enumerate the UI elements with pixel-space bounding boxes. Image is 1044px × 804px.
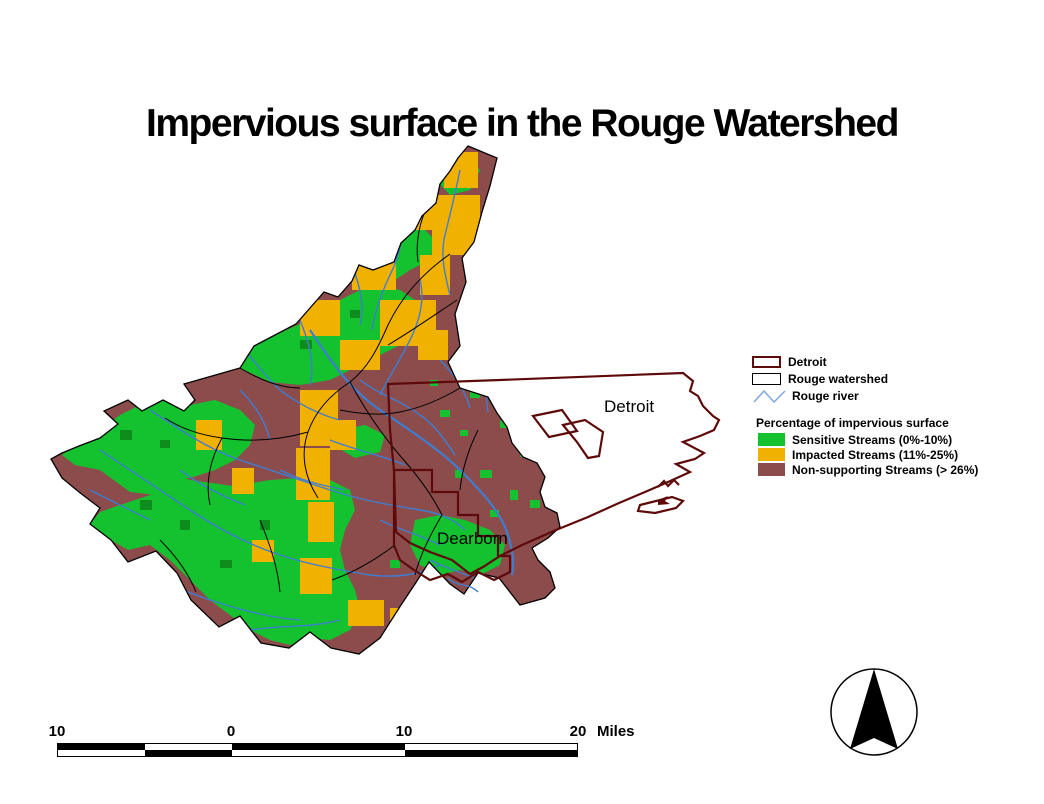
watershed-outline-swatch [752,372,781,385]
detroit-boundary [386,371,721,576]
legend-label: Rouge river [792,388,859,403]
scale-tick-label: 10 [395,723,413,740]
legend-label: Sensitive Streams (0%-10%) [792,432,953,447]
detroit-outline-swatch [752,355,781,368]
legend-item-rouge-river: Rouge river [752,388,859,403]
legend-label: Impacted Streams (11%-25%) [792,447,959,462]
legend: Detroit Rouge watershed Rouge river Perc… [752,352,1044,484]
nonsupporting-swatch [758,463,785,476]
legend-item-sensitive: Sensitive Streams (0%-10%) [758,432,952,447]
impacted-swatch [758,448,785,461]
detroit-enclave-boundaries [531,408,605,460]
legend-label: Rouge watershed [788,371,889,386]
dearborn-boundary [392,468,512,584]
scale-tick-label: 0 [226,723,236,740]
scale-bar-graphic [57,743,578,757]
river-island-shapes [636,478,685,515]
sensitive-swatch [758,433,785,446]
legend-label: Detroit [788,354,827,369]
scale-tick-label: 20 [569,723,587,740]
lower-rouge-river [447,577,479,593]
page-title: Impervious surface in the Rouge Watershe… [146,102,899,146]
legend-item-impacted: Impacted Streams (11%-25%) [758,447,958,462]
legend-item-nonsupporting: Non-supporting Streams (> 26%) [758,462,978,477]
legend-section-title: Percentage of impervious surface [756,416,949,430]
detroit-map-label: Detroit [604,397,654,416]
legend-item-detroit: Detroit [752,354,827,369]
dearborn-map-label: Dearborn [437,529,508,548]
river-line-swatch [753,389,786,403]
legend-label: Non-supporting Streams (> 26%) [792,462,979,477]
scale-unit-label: Miles [597,723,635,740]
scale-tick-label: 10 [48,723,66,740]
legend-item-rouge-watershed: Rouge watershed [752,371,888,386]
subwatershed-boundaries-layer [159,199,479,593]
north-arrow-icon [830,668,918,756]
